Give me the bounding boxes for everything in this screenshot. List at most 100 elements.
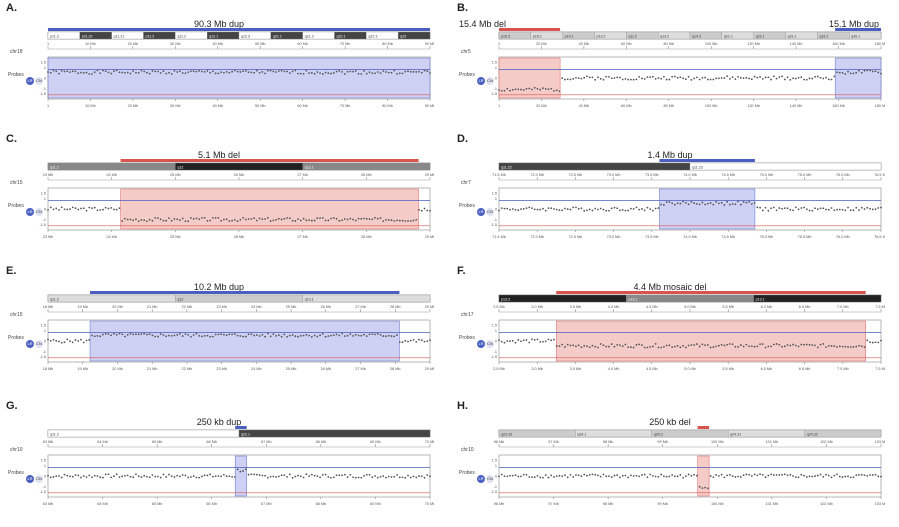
data-point [704,203,707,206]
data-point [660,473,663,476]
cn-toggle[interactable]: CN [486,475,494,483]
data-point [657,77,660,79]
data-point [343,335,346,338]
data-point [52,208,55,211]
lr-toggle[interactable]: LR [477,77,485,85]
data-point [179,475,181,478]
data-point [385,71,387,73]
top-tick-label: 25 Mb [170,173,181,177]
data-point [225,475,228,478]
cn-toggle[interactable]: CN [35,208,43,216]
band-label: p13.1 [756,297,765,301]
panel-label: B. [457,2,468,14]
panel-label: H. [457,400,468,412]
data-point [822,77,825,80]
bottom-tick-label: 67 Mb [261,502,272,506]
data-point [833,345,836,348]
data-point [610,476,613,478]
data-point [739,344,742,346]
data-point [272,475,275,478]
cn-toggle[interactable]: CN [35,340,43,348]
cn-toggle[interactable]: CN [35,77,43,85]
lr-cn-toggle[interactable]: LR CN [477,69,495,87]
data-point [564,78,566,81]
data-point [750,78,753,81]
data-point [715,474,718,476]
data-point [583,76,586,79]
data-point [77,72,80,75]
data-point [533,208,536,211]
data-point [544,87,547,90]
lr-cn-toggle[interactable]: LR CN [26,467,44,485]
data-point [360,334,363,337]
data-point [129,475,132,478]
data-point [550,207,553,210]
data-point [621,78,624,81]
data-point [181,217,184,220]
data-point [619,344,621,347]
band-label: p15.1 [533,34,542,38]
data-point [575,474,577,476]
cnv-region [556,320,866,362]
data-point [217,216,220,219]
lr-cn-toggle[interactable]: LR CN [26,69,44,87]
lr-toggle[interactable]: LR [26,340,34,348]
lr-toggle[interactable]: LR [26,208,34,216]
lr-cn-toggle[interactable]: LR CN [477,332,495,350]
bottom-tick-label: 63 Mb [43,502,54,506]
data-point [398,219,401,222]
data-point [500,207,503,210]
data-point [586,345,588,348]
top-tick-label: 96 Mb [494,440,505,444]
data-point [797,345,800,348]
data-point [748,201,750,203]
cn-toggle[interactable]: CN [486,208,494,216]
cnv-plot: q11.2 q22.1 63 Mb 64 Mb 65 Mb 66 Mb 67 Mb 68 Mb… [39,426,434,506]
data-point [800,473,803,476]
lr-toggle[interactable]: LR [477,208,485,216]
data-point [608,475,610,478]
data-point [283,217,286,220]
cn-toggle[interactable]: CN [35,475,43,483]
data-point [533,476,536,479]
data-point [190,476,192,478]
bottom-tick-label: 68 Mb [316,502,327,506]
data-point [561,209,564,212]
cn-toggle[interactable]: CN [486,77,494,85]
lr-toggle[interactable]: LR [477,475,485,483]
data-point [192,334,195,336]
data-point [792,209,794,212]
data-point [503,341,506,344]
data-point [118,207,121,210]
bottom-tick-label: 69 Mb [370,502,381,506]
data-point [420,339,423,342]
lr-toggle[interactable]: LR [477,340,485,348]
data-point [580,475,583,478]
band-label: q24.32 [807,432,818,436]
lr-toggle[interactable]: LR [26,475,34,483]
lr-cn-toggle[interactable]: LR CN [26,332,44,350]
cn-toggle[interactable]: CN [486,340,494,348]
data-point [753,345,756,348]
data-point [825,208,827,211]
top-tick-label: 80 Mb [663,42,674,46]
data-point [547,207,550,210]
y-tick-label: 1 [44,66,46,70]
data-point [643,78,646,80]
top-tick-label: 10 Mb [85,42,96,46]
bottom-tick-label: 75.0 Mb [760,235,774,239]
data-point [662,204,665,206]
data-point [426,474,429,476]
lr-cn-toggle[interactable]: LR CN [477,467,495,485]
lr-cn-toggle[interactable]: LR CN [26,200,44,218]
bottom-tick-label: 1 [47,104,49,108]
data-point [170,475,173,478]
data-point [772,343,775,346]
data-point [717,77,720,80]
data-point [569,344,572,347]
lr-toggle[interactable]: LR [26,77,34,85]
data-point [860,71,863,74]
lr-cn-toggle[interactable]: LR CN [477,200,495,218]
ideogram-band [575,429,652,438]
data-point [74,474,77,476]
